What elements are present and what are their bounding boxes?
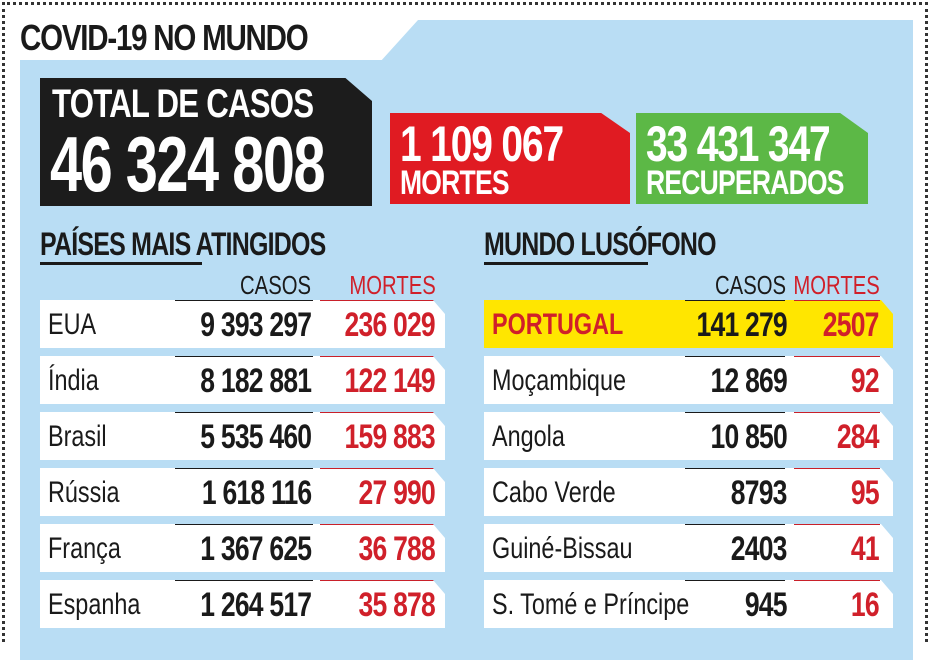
lusophone-col-cases: CASOS (714, 270, 786, 300)
total-deaths-value: 1 109 067 (400, 116, 564, 172)
country-cases: 8 182 881 (200, 362, 311, 400)
country-deaths: 284 (837, 418, 879, 456)
total-cases-value: 46 324 808 (50, 120, 326, 208)
country-cases: 8793 (731, 474, 787, 512)
country-deaths: 35 878 (358, 586, 435, 624)
country-cases: 5 535 460 (200, 418, 311, 456)
most-affected-underline (40, 262, 202, 265)
country-cases: 1 618 116 (201, 474, 311, 512)
country-name: S. Tomé e Príncipe (492, 588, 690, 621)
country-name: Cabo Verde (492, 476, 616, 509)
country-name: Brasil (48, 420, 107, 453)
country-name: Rússia (48, 476, 120, 509)
lusophone-table: PORTUGAL 141 279 2507 Moçambique 12 869 … (484, 300, 893, 636)
most-affected-col-deaths: MORTES (349, 270, 436, 300)
most-affected-title: PAÍSES MAIS ATINGIDOS (40, 226, 326, 262)
row-rule-deaths (794, 354, 880, 357)
country-deaths: 2507 (823, 306, 879, 344)
row-rule-cases (175, 354, 313, 357)
row-rule-cases (175, 578, 313, 581)
lusophone-col-deaths: MORTES (793, 270, 880, 300)
country-deaths: 92 (851, 362, 879, 400)
country-deaths: 236 029 (344, 306, 435, 344)
country-deaths: 159 883 (344, 418, 435, 456)
most-affected-table: EUA 9 393 297 236 029 Índia 8 182 881 12… (40, 300, 445, 636)
table-row: Índia 8 182 881 122 149 (40, 356, 445, 404)
row-rule-deaths (794, 578, 880, 581)
country-cases: 141 279 (696, 306, 787, 344)
country-cases: 1 264 517 (200, 586, 311, 624)
total-deaths-box: 1 109 067 MORTES (390, 113, 630, 204)
lusophone-title: MUNDO LUSÓFONO (484, 226, 717, 262)
country-deaths: 41 (851, 530, 879, 568)
table-row: França 1 367 625 36 788 (40, 524, 445, 572)
country-name: França (48, 532, 121, 565)
table-row: Cabo Verde 8793 95 (484, 468, 893, 516)
country-cases: 2403 (731, 530, 787, 568)
country-cases: 12 869 (710, 362, 787, 400)
row-rule-cases (175, 466, 313, 469)
country-deaths: 95 (851, 474, 879, 512)
row-rule-deaths (320, 466, 435, 469)
total-recovered-value: 33 431 347 (646, 116, 831, 172)
row-rule-deaths (794, 522, 880, 525)
row-rule-deaths (320, 410, 435, 413)
total-deaths-label: MORTES (400, 164, 510, 202)
table-row: Guiné-Bissau 2403 41 (484, 524, 893, 572)
row-rule-deaths (320, 522, 435, 525)
country-deaths: 122 149 (344, 362, 435, 400)
row-rule-deaths (794, 410, 880, 413)
row-rule-cases (175, 410, 313, 413)
country-cases: 1 367 625 (200, 530, 311, 568)
total-cases-box: TOTAL DE CASOS 46 324 808 (40, 78, 372, 206)
country-name: Índia (48, 364, 99, 397)
country-cases: 945 (745, 586, 787, 624)
table-row: Rússia 1 618 116 27 990 (40, 468, 445, 516)
table-row: Brasil 5 535 460 159 883 (40, 412, 445, 460)
country-deaths: 27 990 (358, 474, 435, 512)
table-row: Angola 10 850 284 (484, 412, 893, 460)
row-rule-cases (685, 410, 785, 413)
page-frame (2, 2, 928, 642)
country-name: PORTUGAL (492, 308, 624, 341)
infographic-background-tab (380, 20, 913, 62)
row-rule-cases (685, 466, 785, 469)
country-cases: 10 850 (710, 418, 787, 456)
country-name: Espanha (48, 588, 141, 621)
row-rule-cases (685, 522, 785, 525)
total-cases-label: TOTAL DE CASOS (52, 82, 314, 126)
country-name: Angola (492, 420, 565, 453)
country-cases: 9 393 297 (200, 306, 311, 344)
country-name: Moçambique (492, 364, 626, 397)
page-title: COVID-19 NO MUNDO (20, 17, 309, 58)
row-rule-cases (685, 354, 785, 357)
row-rule-deaths (320, 578, 435, 581)
country-deaths: 36 788 (358, 530, 435, 568)
row-rule-cases (685, 578, 785, 581)
country-deaths: 16 (851, 586, 879, 624)
table-row-highlighted: PORTUGAL 141 279 2507 (484, 300, 893, 348)
total-recovered-label: RECUPERADOS (646, 164, 844, 202)
lusophone-underline (484, 262, 648, 265)
country-name: EUA (48, 308, 97, 341)
table-row: EUA 9 393 297 236 029 (40, 300, 445, 348)
row-rule-deaths (794, 466, 880, 469)
row-rule-deaths (320, 354, 435, 357)
row-rule-cases (175, 522, 313, 525)
table-row: Moçambique 12 869 92 (484, 356, 893, 404)
country-name: Guiné-Bissau (492, 532, 633, 565)
total-recovered-box: 33 431 347 RECUPERADOS (636, 113, 868, 204)
most-affected-col-cases: CASOS (239, 270, 311, 300)
